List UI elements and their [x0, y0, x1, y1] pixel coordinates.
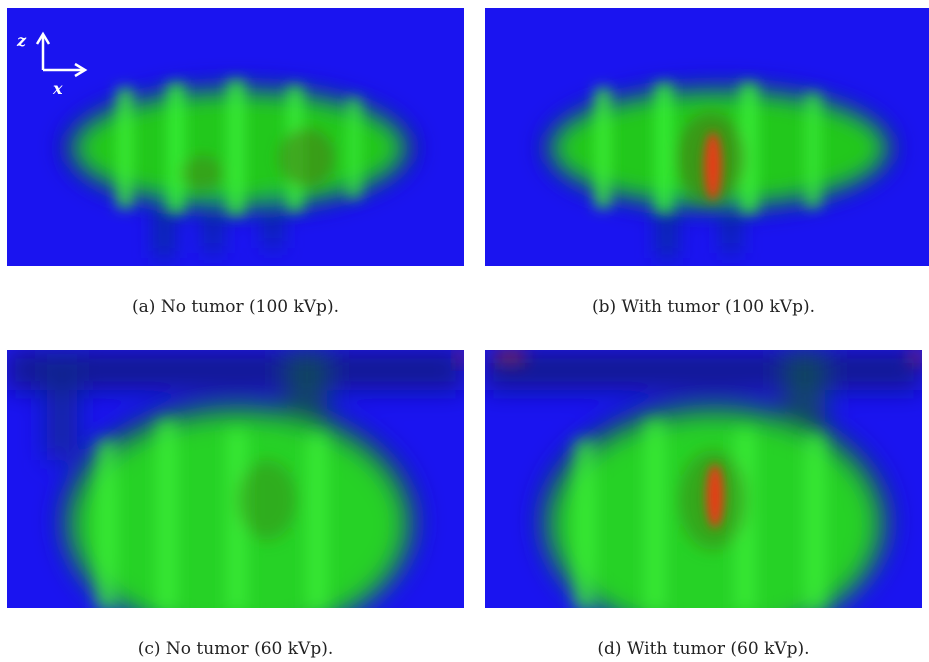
panel-a-image: z x [7, 8, 464, 266]
panel-c-image [7, 350, 464, 608]
panel-b-render [485, 8, 929, 266]
caption-b: (b) With tumor (100 kVp). [592, 297, 815, 317]
caption-a: (a) No tumor (100 kVp). [132, 297, 339, 317]
panel-b-image [485, 8, 929, 266]
axis-indicator: z x [16, 31, 88, 98]
panel-c-render [7, 350, 464, 608]
panel-d-image [485, 350, 922, 608]
caption-d: (d) With tumor (60 kVp). [597, 639, 810, 659]
panel-a-render: z x [7, 8, 464, 266]
tumor-spot [704, 132, 722, 200]
tumor-spot [706, 464, 724, 528]
z-axis-label: z [16, 31, 27, 50]
caption-c: (c) No tumor (60 kVp). [137, 639, 334, 659]
panel-d-render [485, 350, 922, 608]
x-axis-label: x [52, 79, 63, 98]
